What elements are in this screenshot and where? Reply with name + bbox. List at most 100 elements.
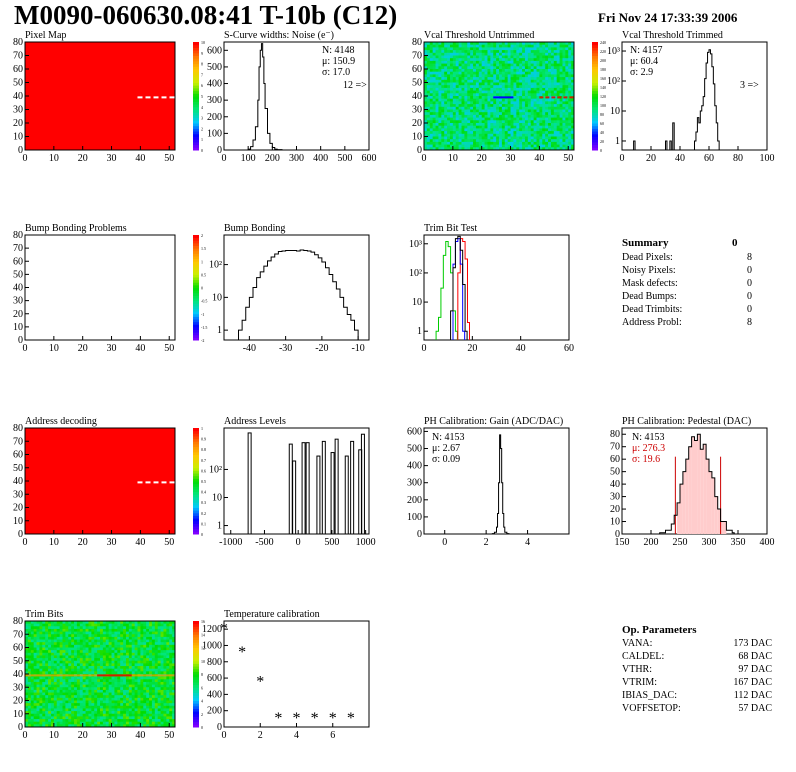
trim_bits-xtick-label: 40	[135, 730, 145, 741]
trim_bit_test-xtick-label: 60	[564, 343, 574, 354]
bump_problems-palette-cell	[193, 300, 199, 304]
pixel_map-palette-label: 6	[201, 83, 203, 88]
bump_problems-palette-cell	[193, 242, 199, 246]
pixel_map-palette-label: 9	[201, 51, 203, 56]
pixel_map-palette-cell	[193, 87, 199, 92]
temperature-xtick-label: 4	[294, 730, 299, 741]
ph_pedestal-ytick-label: 40	[610, 479, 620, 490]
panel-title-temperature: Temperature calibration	[224, 609, 320, 620]
address-level-peak	[350, 440, 355, 535]
pixel_map-palette-cell	[193, 60, 199, 65]
pixel_map-palette-cell	[193, 47, 199, 51]
temperature-point: *	[293, 710, 301, 727]
vcal_untrimmed-palette-label: 180	[600, 67, 606, 72]
vcal_untrimmed-palette-label: 40	[600, 130, 604, 135]
pixel_map-palette-cell	[193, 63, 199, 67]
trimmed-sigma: σ: 2.9	[630, 67, 654, 78]
trim_bits-palette-cell	[193, 631, 199, 635]
vcal_trimmed-xtick-label: 0	[620, 153, 625, 164]
op-param-row-label: VOFFSETOP:	[622, 703, 681, 714]
address_decoding-palette-cell	[193, 441, 199, 445]
address_decoding-xtick-label: 20	[78, 537, 88, 548]
address_decoding-palette-cell	[193, 504, 199, 508]
ph_pedestal-ytick-label: 80	[610, 429, 620, 440]
address-level-peak	[247, 432, 252, 535]
vcal_untrimmed-palette-cell	[592, 120, 598, 124]
pedestal-fill-bin	[706, 459, 709, 534]
bump_bonding-ytick-label: 1	[217, 325, 222, 336]
gain-mu: μ: 2.67	[432, 443, 461, 454]
vcal_untrimmed-palette-cell	[592, 63, 598, 67]
gain-stats: N: 4153 μ: 2.67 σ: 0.09	[432, 432, 465, 465]
bump_problems-palette-label: -2	[201, 338, 204, 343]
pixel_map-ytick-label: 50	[13, 78, 23, 89]
vcal_untrimmed-ytick-label: 60	[412, 64, 422, 75]
vcal_untrimmed-palette-cell	[592, 58, 598, 62]
trim_bits-xtick-label: 50	[164, 730, 174, 741]
pixel_map-palette-cell	[193, 50, 199, 54]
address_decoding-palette-cell	[193, 499, 199, 503]
scurve-xtick-label: 600	[362, 153, 377, 164]
pixel_map-palette-cell	[193, 125, 199, 129]
ph_pedestal-histogram	[659, 433, 735, 534]
trim_bits-palette-cell	[193, 671, 199, 675]
temperature-ytick-label: 800	[207, 657, 222, 668]
pixel_map-palette-cell	[193, 141, 199, 146]
vcal_untrimmed-palette-cell	[592, 117, 598, 121]
address_decoding-palette-cell	[193, 459, 199, 463]
bump_problems-palette-cell	[193, 313, 199, 317]
pixel_map-palette-cell	[193, 44, 199, 48]
trim_bit_test-ytick-label: 10	[412, 297, 422, 308]
temperature-xtick-label: 0	[222, 730, 227, 741]
bump_problems-palette-cell	[193, 258, 199, 262]
vcal_untrimmed-ytick-label: 30	[412, 105, 422, 116]
address_levels-ytick-label: 10	[212, 492, 222, 503]
trim_bits-palette-label: 16	[201, 619, 205, 624]
bump_problems-ytick-label: 0	[18, 335, 23, 346]
pixel_map-palette-cell	[193, 55, 199, 59]
pedestal-fill-bin	[680, 484, 683, 534]
summary-row-label: Noisy Pixels:	[622, 265, 676, 276]
vcal_untrimmed-palette-cell	[592, 139, 598, 143]
vcal_untrimmed-palette-cell	[592, 77, 598, 81]
pixel_map-xtick-label: 20	[78, 153, 88, 164]
vcal_trimmed-ytick-label: 10	[610, 106, 620, 117]
bump_bonding-xtick-label: -10	[351, 343, 364, 354]
scurve-ytick-label: 400	[207, 79, 222, 90]
trim_bits-palette-cell	[193, 679, 199, 683]
address_decoding-palette-cell	[193, 446, 199, 450]
pixel_map-palette-cell	[193, 123, 199, 127]
vcal_trimmed-xtick-label: 40	[675, 153, 685, 164]
bump_problems-palette-cell	[193, 253, 199, 257]
trim_bits-ytick-label: 10	[13, 709, 23, 720]
pixel_map-palette-label: 10	[201, 40, 205, 45]
ph_pedestal-xtick-label: 400	[760, 537, 775, 548]
bump_problems-palette-cell	[193, 292, 199, 296]
scurve-xtick-label: 400	[313, 153, 328, 164]
trim_bits-palette-label: 12	[201, 646, 205, 651]
address-level-peak	[321, 440, 326, 535]
trim_bits-palette-cell	[193, 700, 199, 704]
address_levels-ytick-label: 10²	[209, 464, 222, 475]
trim_bits-palette-cell	[193, 642, 199, 646]
pixel_map-palette-cell	[193, 147, 199, 151]
pedestal-fill-bin	[717, 509, 721, 534]
trim_bit_test-frame	[423, 234, 570, 341]
bump_problems-palette-cell	[193, 329, 199, 333]
ph_pedestal-xtick-label: 200	[644, 537, 659, 548]
address_decoding-palette-cell	[193, 496, 199, 501]
bump_problems-palette-cell	[193, 271, 199, 275]
temperature-ytick-label: 400	[207, 689, 222, 700]
vcal_trimmed-frame	[621, 41, 768, 151]
trim_bits-palette-cell	[193, 674, 199, 678]
pixel_map-palette-cell	[193, 106, 199, 110]
pixel_map-palette-cell	[193, 112, 199, 116]
op-param-row-label: IBIAS_DAC:	[622, 690, 678, 701]
vcal_untrimmed-palette-cell	[592, 60, 598, 65]
scurve-histogram	[238, 43, 284, 151]
pixel_map-palette-cell	[193, 114, 199, 119]
ph_pedestal-xtick-label: 350	[731, 537, 746, 548]
pixel_map-palette-label: 7	[201, 72, 203, 77]
summary-row-value: 0	[747, 265, 752, 276]
summary-row-value: 0	[747, 304, 752, 315]
